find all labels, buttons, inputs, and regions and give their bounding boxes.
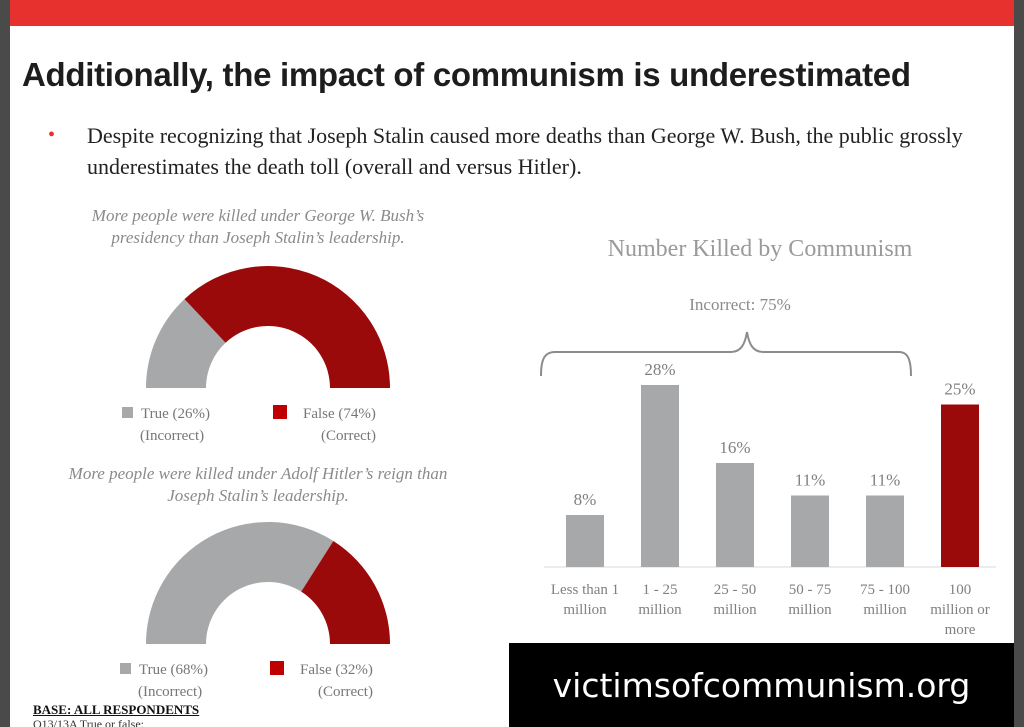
donut-2-legend-true: True (68%) (Incorrect)	[120, 659, 208, 703]
bar-data-label: 28%	[644, 360, 675, 379]
legend-true-sublabel: (Incorrect)	[138, 684, 203, 700]
donut-slice-true	[146, 299, 226, 388]
bar-category-label: million	[863, 602, 907, 618]
bar-data-label: 11%	[870, 471, 901, 490]
watermark-banner: victimsofcommunism.org	[509, 643, 1014, 727]
slide-title: Additionally, the impact of communism is…	[22, 56, 911, 93]
bar-0	[566, 515, 604, 567]
bullet-text: Despite recognizing that Joseph Stalin c…	[87, 123, 963, 179]
donut-2-legend-false: False (32%) (Correct)	[270, 659, 373, 703]
donut-chart-1	[146, 266, 390, 388]
bar-data-label: 16%	[719, 438, 750, 457]
bar-category-label: million	[638, 602, 682, 618]
bar-category-label: million or	[930, 602, 990, 618]
bar-category-label: 25 - 50	[714, 582, 757, 598]
legend-false-label: False (74%)	[303, 406, 376, 422]
bar-category-label: 50 - 75	[789, 582, 832, 598]
bar-2	[716, 463, 754, 567]
slide: Additionally, the impact of communism is…	[10, 0, 1014, 727]
donut-1-caption: More people were killed under George W. …	[91, 206, 425, 247]
legend-true-swatch-icon	[122, 407, 133, 418]
bar-category-label: Less than 1	[551, 582, 619, 598]
bar-category-label: million	[563, 602, 607, 618]
donut-slice-false	[184, 266, 390, 388]
donut-1-legend-false: False (74%) (Correct)	[273, 403, 376, 447]
legend-true-swatch-icon	[120, 663, 131, 674]
base-label: BASE: ALL RESPONDENTS	[33, 702, 200, 717]
bar-chart: 8% Less than 1 million 28% 1 - 25 million 16% 2…	[544, 360, 996, 638]
bar-3	[791, 495, 829, 567]
bar-data-label: 25%	[944, 380, 975, 399]
legend-true-label: True (26%)	[141, 406, 211, 422]
bracket-annotation: Incorrect: 75%	[689, 295, 791, 314]
bar-chart-title: Number Killed by Communism	[607, 236, 913, 262]
bar-category-label: 100	[949, 582, 972, 598]
bar-data-label: 8%	[574, 490, 597, 509]
bar-4	[866, 495, 904, 567]
donut-chart-2	[146, 522, 390, 644]
legend-true-label: True (68%)	[139, 662, 209, 678]
donut-1-legend-true: True (26%) (Incorrect)	[122, 403, 210, 447]
bar-data-label: 11%	[795, 471, 826, 490]
bar-category-label: million	[788, 602, 832, 618]
bar-category-label: more	[945, 622, 976, 638]
legend-true-sublabel: (Incorrect)	[140, 428, 205, 444]
top-accent-bar	[10, 0, 1014, 26]
question-label: Q13/13A True or false:	[33, 717, 144, 727]
bar-1	[641, 385, 679, 567]
donut-slice-true	[146, 522, 334, 644]
legend-false-swatch-icon	[270, 661, 284, 675]
bar-category-label: 75 - 100	[860, 582, 910, 598]
legend-false-swatch-icon	[273, 405, 287, 419]
brace-bracket-icon	[540, 331, 912, 377]
bullet-dot-icon: •	[48, 124, 56, 146]
legend-false-sublabel: (Correct)	[318, 684, 373, 700]
donut-2-caption: More people were killed under Adolf Hitl…	[68, 464, 448, 505]
donut-slice-false	[301, 540, 390, 644]
legend-false-label: False (32%)	[300, 662, 373, 678]
legend-false-sublabel: (Correct)	[321, 428, 376, 444]
bar-5	[941, 404, 979, 567]
bar-category-label: million	[713, 602, 757, 618]
bar-category-label: 1 - 25	[643, 582, 678, 598]
